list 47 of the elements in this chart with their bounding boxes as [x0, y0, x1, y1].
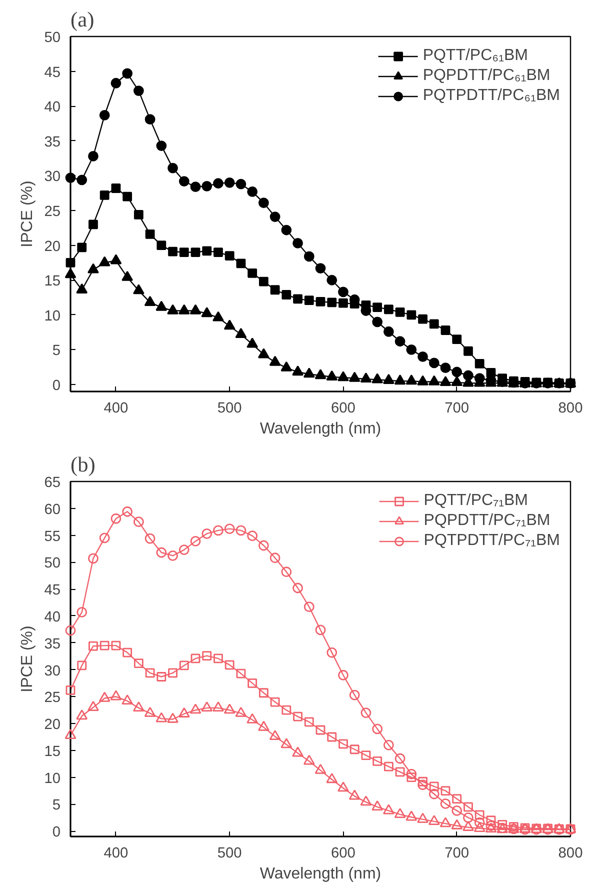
legend-label: PQTT/PC₆₁BM — [422, 47, 528, 65]
y-tick-label: 40 — [44, 609, 61, 626]
y-axis-title: IPCE (%) — [19, 180, 36, 248]
x-tick-label: 800 — [558, 400, 583, 416]
legend-label: PQPDTT/PC₇₁BM — [424, 512, 550, 530]
y-tick-label: 30 — [44, 663, 61, 680]
x-tick-label: 400 — [104, 846, 128, 862]
x-tick-label: 500 — [217, 400, 242, 416]
x-tick-label: 700 — [444, 846, 470, 862]
y-tick-label: 10 — [44, 308, 61, 324]
x-axis-title: Wavelength (nm) — [260, 866, 382, 882]
x-tick-label: 400 — [104, 400, 128, 416]
x-tick-label: 600 — [331, 400, 356, 416]
legend-label: PQTPDTT/PC₇₁BM — [424, 532, 560, 550]
y-tick-label: 5 — [52, 343, 61, 360]
y-tick-label: 35 — [44, 636, 61, 652]
y-tick-label: 20 — [44, 238, 61, 255]
y-tick-label: 0 — [52, 824, 61, 841]
legend-label: PQPDTT/PC₆₁BM — [422, 67, 550, 85]
y-tick-label: 35 — [44, 134, 61, 150]
y-tick-label: 40 — [44, 100, 61, 116]
y-tick-label: 50 — [44, 30, 61, 46]
y-tick-label: 5 — [52, 798, 61, 814]
y-tick-label: 25 — [44, 204, 61, 220]
x-tick-label: 600 — [331, 846, 356, 862]
chart-title: (b) — [70, 452, 96, 476]
x-tick-label: 500 — [217, 846, 242, 862]
y-tick-label: 0 — [52, 378, 61, 394]
y-tick-label: 50 — [44, 556, 61, 572]
y-tick-label: 25 — [44, 690, 61, 706]
x-tick-label: 700 — [444, 400, 470, 416]
y-tick-label: 55 — [44, 528, 61, 545]
y-tick-label: 45 — [44, 582, 61, 599]
y-tick-label: 20 — [44, 717, 61, 734]
y-tick-label: 15 — [44, 744, 61, 760]
chart-title: (a) — [70, 8, 94, 32]
legend-label: PQTT/PC₇₁BM — [424, 492, 528, 510]
x-axis-title: Wavelength (nm) — [260, 420, 382, 438]
y-tick-label: 60 — [44, 502, 61, 518]
y-tick-label: 65 — [44, 475, 61, 491]
legend-label: PQTPDTT/PC₆₁BM — [422, 87, 560, 105]
y-axis-title: IPCE (%) — [19, 626, 36, 692]
y-tick-label: 10 — [44, 770, 61, 787]
y-tick-label: 30 — [44, 169, 61, 186]
x-tick-label: 800 — [558, 846, 583, 862]
y-tick-label: 15 — [44, 274, 61, 290]
y-tick-label: 45 — [44, 64, 61, 81]
